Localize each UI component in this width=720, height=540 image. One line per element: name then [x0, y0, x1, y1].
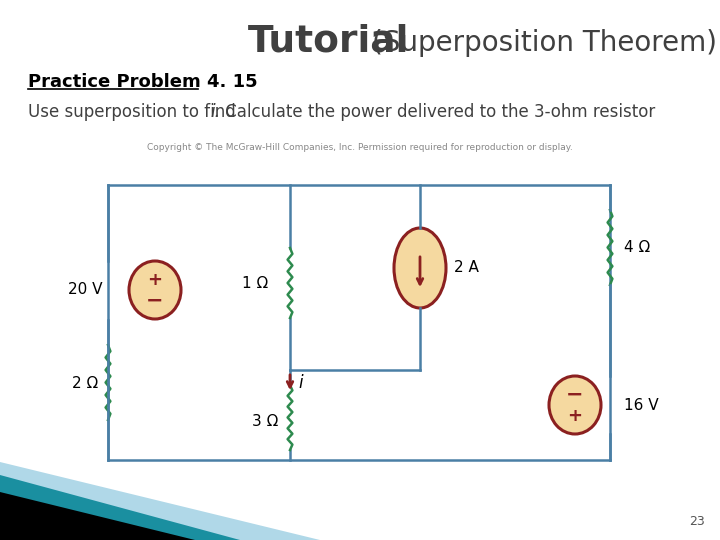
Text: Calculate the power delivered to the 3-ohm resistor: Calculate the power delivered to the 3-o… — [220, 103, 655, 121]
Text: −: − — [146, 291, 163, 311]
Polygon shape — [0, 475, 240, 540]
Text: 16 V: 16 V — [624, 397, 659, 413]
Polygon shape — [0, 492, 195, 540]
Text: +: + — [148, 271, 163, 289]
Text: Tutorial: Tutorial — [248, 24, 410, 60]
Text: (Superposition Theorem): (Superposition Theorem) — [372, 29, 717, 57]
Text: 4 Ω: 4 Ω — [624, 240, 650, 255]
Text: 1 Ω: 1 Ω — [242, 275, 268, 291]
Ellipse shape — [394, 228, 446, 308]
Text: 20 V: 20 V — [68, 282, 103, 298]
Polygon shape — [0, 462, 320, 540]
Text: 3 Ω: 3 Ω — [251, 415, 278, 429]
Ellipse shape — [129, 261, 181, 319]
Ellipse shape — [549, 376, 601, 434]
Text: Use superposition to find: Use superposition to find — [28, 103, 241, 121]
Text: Practice Problem 4. 15: Practice Problem 4. 15 — [28, 73, 258, 91]
Text: i: i — [298, 374, 302, 392]
Text: 2 A: 2 A — [454, 260, 479, 275]
Text: +: + — [567, 407, 582, 425]
Text: Copyright © The McGraw-Hill Companies, Inc. Permission required for reproduction: Copyright © The McGraw-Hill Companies, I… — [147, 144, 573, 152]
Text: 23: 23 — [689, 515, 705, 528]
Text: −: − — [566, 385, 584, 405]
Text: i.: i. — [210, 103, 220, 121]
Text: 2 Ω: 2 Ω — [72, 375, 98, 390]
